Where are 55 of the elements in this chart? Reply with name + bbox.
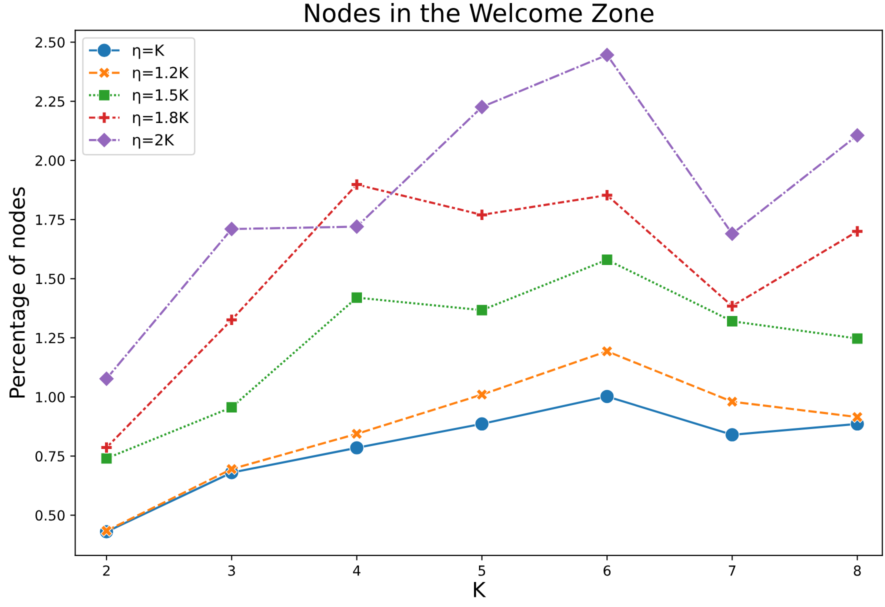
x-tick-label: 5 bbox=[478, 566, 486, 576]
x-axis-title: K bbox=[474, 582, 486, 598]
point bbox=[476, 304, 488, 316]
point bbox=[476, 388, 488, 400]
point bbox=[98, 370, 115, 387]
y-tick-label: 1.75 bbox=[36, 214, 64, 226]
legend-label: η=1.5K bbox=[133, 89, 189, 104]
legend-label: η=1.8K bbox=[133, 112, 189, 126]
point bbox=[350, 178, 363, 190]
y-tick-label: 1.50 bbox=[36, 274, 65, 284]
point bbox=[851, 411, 864, 423]
x-tick-label: 3 bbox=[228, 565, 235, 576]
y-tick-label: 0.75 bbox=[35, 451, 64, 462]
point bbox=[851, 332, 864, 344]
legend-label: η=K bbox=[133, 44, 165, 59]
point bbox=[350, 292, 363, 304]
chart-title: Nodes in the Welcome Zone bbox=[305, 3, 654, 22]
legend-label: η=1.2K bbox=[133, 66, 189, 82]
point bbox=[226, 401, 238, 414]
y-tick-label: 1.00 bbox=[36, 392, 65, 402]
legend-label: η=2K bbox=[133, 134, 174, 149]
y-tick-label: 2.50 bbox=[36, 37, 65, 48]
point bbox=[601, 345, 613, 358]
x-tick-label: 6 bbox=[604, 565, 611, 576]
x-tick-label: 4 bbox=[353, 566, 360, 576]
point bbox=[726, 396, 738, 408]
x-tick-label: 8 bbox=[854, 565, 861, 576]
point bbox=[600, 389, 614, 404]
x-tick-label: 7 bbox=[728, 566, 736, 576]
x-tick-label: 2 bbox=[103, 565, 110, 576]
point bbox=[601, 254, 613, 266]
point bbox=[724, 427, 740, 442]
point bbox=[223, 220, 240, 238]
y-tick-label: 2.00 bbox=[36, 155, 65, 166]
point bbox=[726, 300, 738, 312]
point bbox=[849, 127, 866, 144]
point bbox=[100, 452, 112, 464]
y-tick-label: 2.25 bbox=[36, 96, 64, 107]
point bbox=[348, 218, 365, 235]
point bbox=[350, 428, 363, 440]
y-tick-label: 1.25 bbox=[36, 332, 64, 344]
point bbox=[724, 226, 740, 242]
point bbox=[598, 46, 616, 64]
point bbox=[474, 98, 490, 116]
point bbox=[226, 314, 238, 326]
point bbox=[226, 463, 238, 475]
point bbox=[474, 416, 490, 432]
point bbox=[726, 315, 738, 328]
point bbox=[349, 440, 364, 456]
y-tick-label: 0.50 bbox=[35, 510, 65, 521]
point bbox=[476, 208, 488, 221]
point bbox=[100, 442, 112, 454]
point bbox=[601, 189, 613, 202]
point bbox=[851, 225, 864, 238]
y-axis-title: Percentage of nodes bbox=[8, 187, 30, 398]
